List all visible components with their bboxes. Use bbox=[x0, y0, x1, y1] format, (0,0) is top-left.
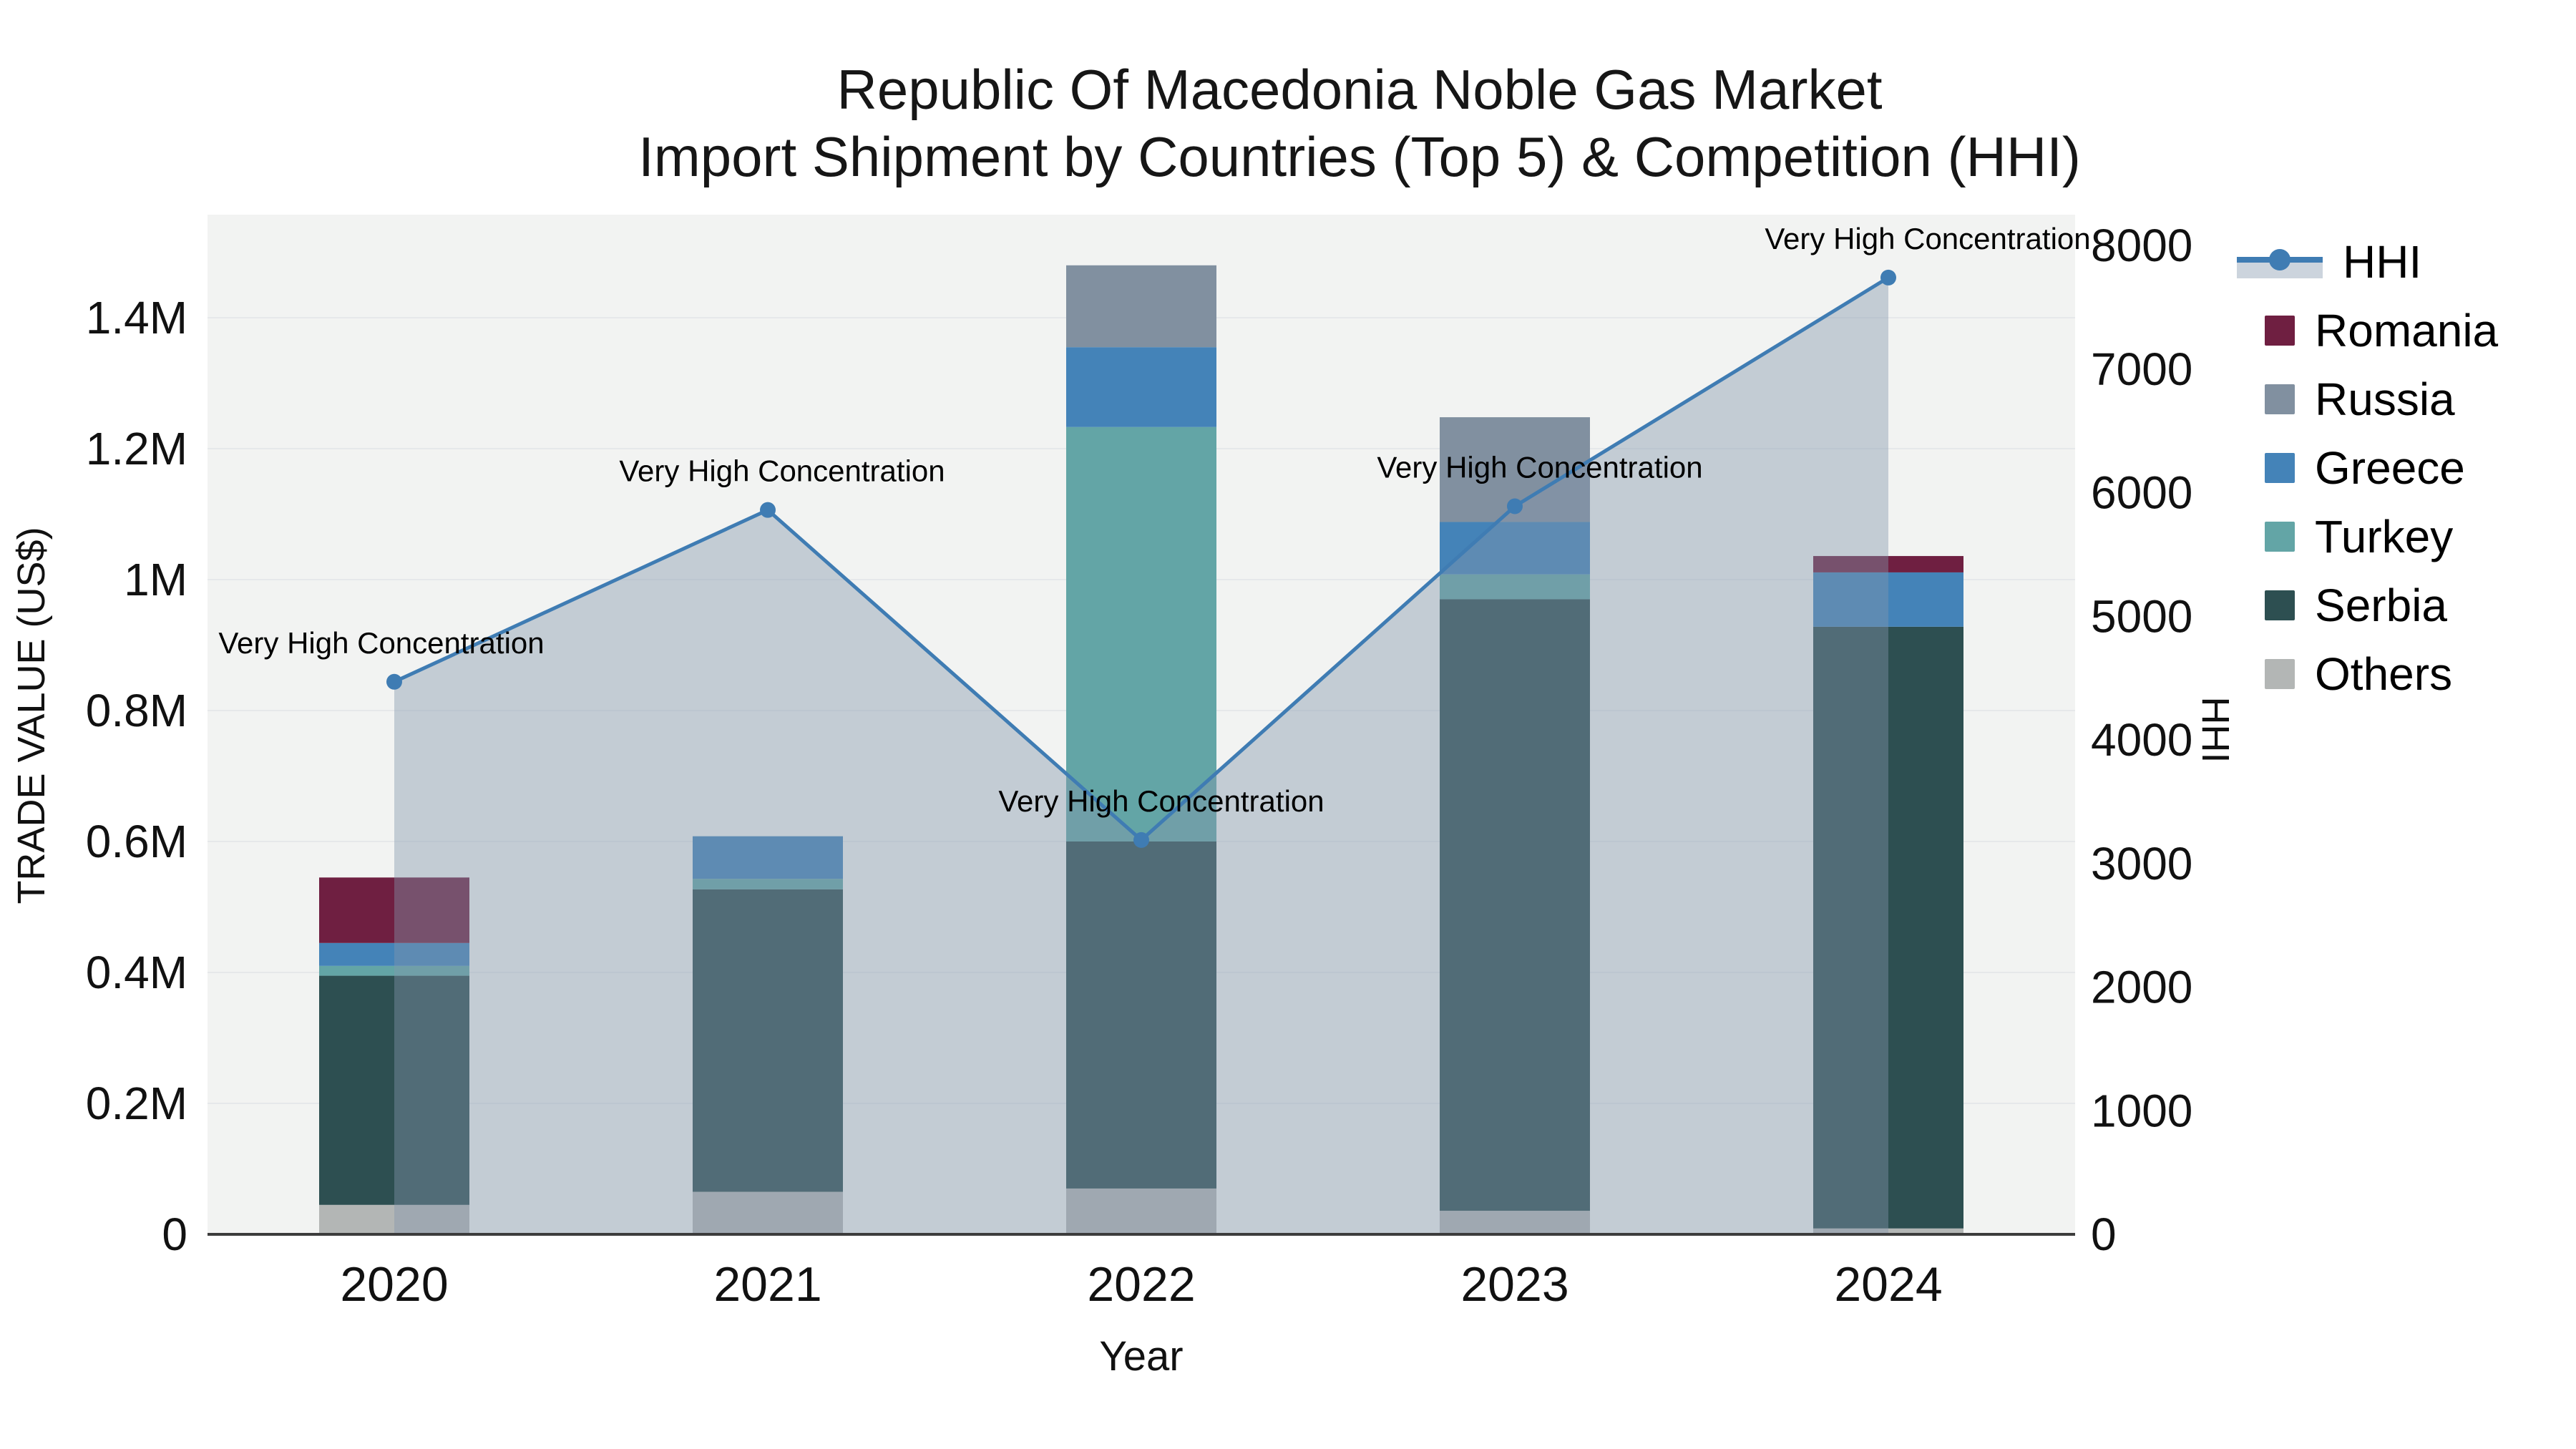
chart-title-line2: Import Shipment by Countries (Top 5) & C… bbox=[638, 125, 2081, 188]
bar-segment-2024-greece[interactable] bbox=[1813, 572, 1963, 627]
left-tick-0.8M: 0.8M bbox=[86, 685, 187, 736]
left-tick-1.4M: 1.4M bbox=[86, 292, 187, 343]
x-tick-2023: 2023 bbox=[1460, 1257, 1568, 1312]
bar-segment-2024-serbia[interactable] bbox=[1813, 626, 1963, 1229]
serbia-legend-swatch-icon bbox=[2265, 590, 2295, 620]
right-tick-1000: 1000 bbox=[2091, 1085, 2192, 1136]
hhi-marker-2020[interactable] bbox=[386, 673, 402, 690]
legend-label-serbia: Serbia bbox=[2315, 580, 2447, 631]
legend-label-romania: Romania bbox=[2315, 305, 2499, 356]
bar-segment-2020-greece[interactable] bbox=[319, 942, 469, 966]
legend-label-greece: Greece bbox=[2315, 442, 2465, 494]
right-tick-3000: 3000 bbox=[2091, 838, 2192, 889]
bar-segment-2021-serbia[interactable] bbox=[693, 889, 843, 1192]
left-tick-1.2M: 1.2M bbox=[86, 423, 187, 474]
hhi-marker-2022[interactable] bbox=[1133, 831, 1149, 848]
hhi-marker-2024[interactable] bbox=[1880, 269, 1896, 286]
bar-segment-2021-others[interactable] bbox=[693, 1191, 843, 1234]
x-axis-title: Year bbox=[1099, 1333, 1184, 1380]
bar-segment-2022-turkey[interactable] bbox=[1066, 426, 1216, 841]
annotation-2022: Very High Concentration bbox=[998, 784, 1324, 818]
right-tick-5000: 5000 bbox=[2091, 590, 2192, 642]
right-tick-8000: 8000 bbox=[2091, 220, 2192, 271]
turkey-legend-swatch-icon bbox=[2265, 522, 2295, 552]
legend-label-turkey: Turkey bbox=[2315, 511, 2454, 562]
right-tick-7000: 7000 bbox=[2091, 343, 2192, 395]
hhi-marker-2023[interactable] bbox=[1507, 498, 1523, 514]
bar-segment-2020-turkey[interactable] bbox=[319, 965, 469, 976]
annotation-2020: Very High Concentration bbox=[218, 626, 544, 660]
legend-item-russia[interactable]: Russia bbox=[2265, 365, 2498, 434]
bar-segment-2022-russia[interactable] bbox=[1066, 265, 1216, 348]
bar-segment-2020-others[interactable] bbox=[319, 1204, 469, 1234]
bar-segment-2021-greece[interactable] bbox=[693, 836, 843, 879]
bar-segment-2020-serbia[interactable] bbox=[319, 975, 469, 1205]
legend-item-romania[interactable]: Romania bbox=[2265, 296, 2498, 365]
x-tick-2022: 2022 bbox=[1087, 1257, 1195, 1312]
hhi-marker-2021[interactable] bbox=[760, 502, 776, 518]
chart-title: Republic Of Macedonia Noble Gas Market I… bbox=[143, 56, 2576, 190]
bar-segment-2022-serbia[interactable] bbox=[1066, 841, 1216, 1189]
legend-item-turkey[interactable]: Turkey bbox=[2265, 502, 2498, 571]
right-tick-4000: 4000 bbox=[2091, 714, 2192, 766]
hhi-legend-swatch-icon bbox=[2237, 249, 2323, 278]
bar-segment-2021-turkey[interactable] bbox=[693, 879, 843, 889]
x-tick-2020: 2020 bbox=[340, 1257, 448, 1312]
bar-segment-2023-turkey[interactable] bbox=[1440, 574, 1590, 600]
legend-item-others[interactable]: Others bbox=[2265, 640, 2498, 708]
legend-item-hhi[interactable]: HHI bbox=[2237, 228, 2498, 296]
greece-legend-swatch-icon bbox=[2265, 453, 2295, 483]
annotation-2023: Very High Concentration bbox=[1377, 451, 1702, 484]
chart-title-line1: Republic Of Macedonia Noble Gas Market bbox=[836, 58, 1883, 121]
right-tick-6000: 6000 bbox=[2091, 467, 2192, 519]
right-tick-2000: 2000 bbox=[2091, 962, 2192, 1013]
legend: HHI Romania Russia Greece Turkey Serbia Others bbox=[2237, 228, 2498, 708]
left-tick-1M: 1M bbox=[124, 554, 187, 605]
annotation-2024: Very High Concentration bbox=[1765, 222, 2090, 255]
bar-segment-2023-serbia[interactable] bbox=[1440, 599, 1590, 1211]
left-tick-0.6M: 0.6M bbox=[86, 816, 187, 867]
annotation-2021: Very High Concentration bbox=[619, 454, 945, 488]
left-tick-0.2M: 0.2M bbox=[86, 1078, 187, 1129]
right-axis-title: HHI bbox=[2194, 696, 2237, 763]
romania-legend-swatch-icon bbox=[2265, 316, 2295, 346]
bar-segment-2023-others[interactable] bbox=[1440, 1211, 1590, 1234]
bar-segment-2020-romania[interactable] bbox=[319, 877, 469, 943]
others-legend-swatch-icon bbox=[2265, 659, 2295, 689]
right-tick-0: 0 bbox=[2091, 1209, 2117, 1260]
x-tick-2024: 2024 bbox=[1834, 1257, 1942, 1312]
left-axis-title: TRADE VALUE (US$) bbox=[10, 527, 53, 904]
legend-item-greece[interactable]: Greece bbox=[2265, 434, 2498, 502]
bar-segment-2023-greece[interactable] bbox=[1440, 522, 1590, 575]
bar-segment-2022-greece[interactable] bbox=[1066, 347, 1216, 427]
left-tick-0.4M: 0.4M bbox=[86, 947, 187, 998]
x-tick-2021: 2021 bbox=[713, 1257, 821, 1312]
russia-legend-swatch-icon bbox=[2265, 384, 2295, 414]
legend-item-serbia[interactable]: Serbia bbox=[2265, 571, 2498, 640]
left-tick-0: 0 bbox=[162, 1209, 187, 1260]
legend-label-hhi: HHI bbox=[2343, 236, 2422, 288]
legend-label-others: Others bbox=[2315, 648, 2453, 700]
legend-label-russia: Russia bbox=[2315, 374, 2455, 425]
bar-segment-2022-others[interactable] bbox=[1066, 1188, 1216, 1234]
bar-segment-2024-others[interactable] bbox=[1813, 1228, 1963, 1234]
bar-segment-2024-romania[interactable] bbox=[1813, 556, 1963, 572]
